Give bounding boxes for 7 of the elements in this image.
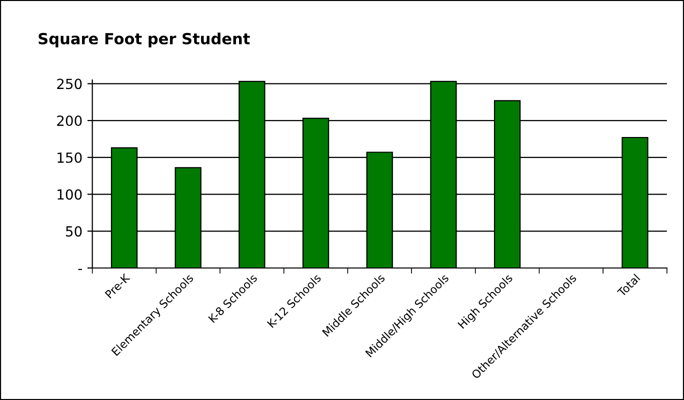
chart-title: Square Foot per Student — [38, 32, 250, 48]
y-tick-label: 100 — [58, 189, 82, 200]
y-tick-label: 250 — [57, 78, 82, 90]
y-tick-label: 150 — [58, 152, 82, 163]
y-tick-label: - — [78, 268, 82, 270]
y-tick-label: 50 — [66, 226, 82, 237]
y-tick-label: 200 — [57, 116, 82, 126]
